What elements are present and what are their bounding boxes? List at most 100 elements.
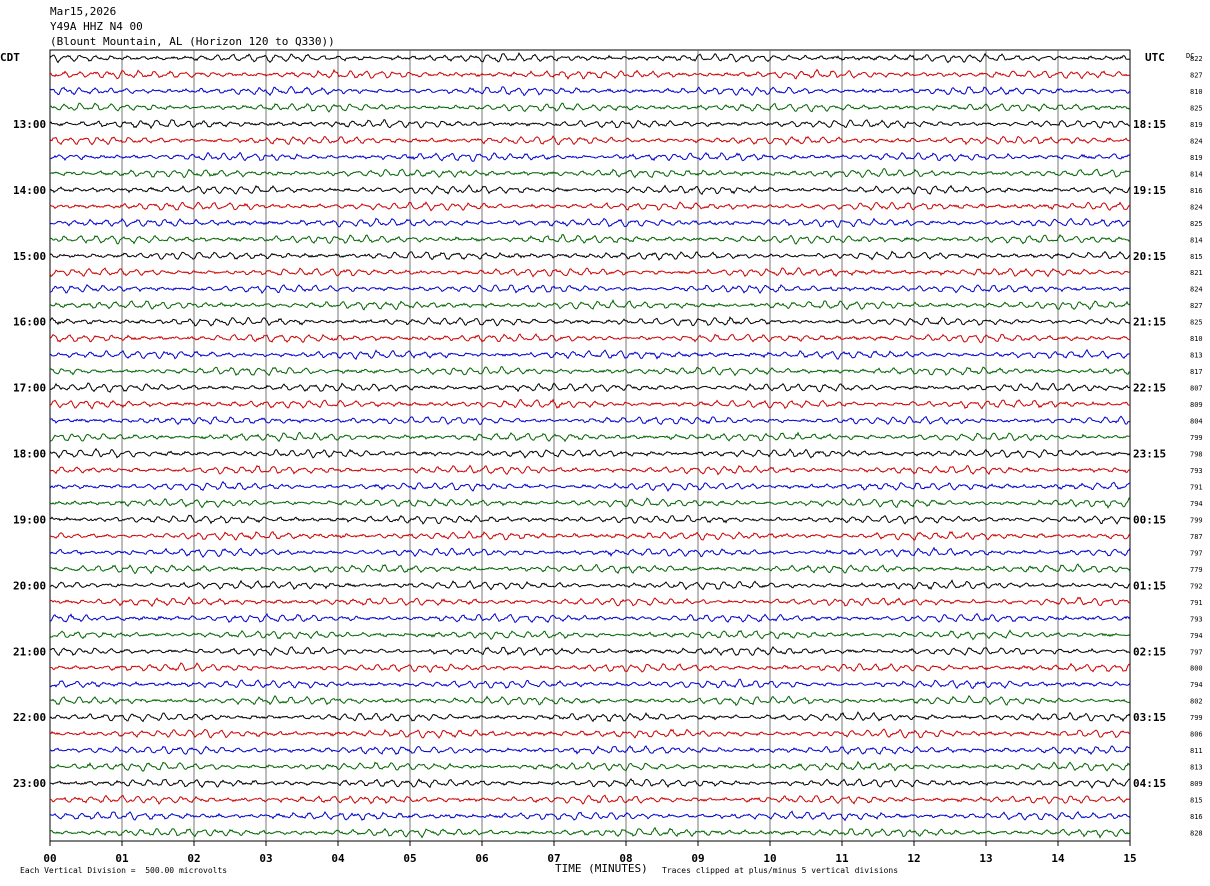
dc-offset-label: 798 [1190,451,1203,459]
cdt-hour-label: 14:00 [13,184,46,197]
dc-offset-label: 822 [1190,55,1203,63]
dc-offset-label: 779 [1190,566,1203,574]
trace-row [49,497,1131,509]
cdt-hour-label: 20:00 [13,579,46,592]
trace-row [49,250,1131,261]
cdt-hour-label: 21:00 [13,645,46,658]
trace-row [50,415,1131,426]
trace-row [50,728,1131,739]
trace-row [50,299,1131,311]
dc-header-label: DC [1186,52,1194,60]
dc-offset-label: 797 [1190,549,1203,557]
x-tick-label: 10 [763,852,776,865]
x-tick-label: 05 [403,852,416,865]
trace-row [49,283,1131,295]
trace-row [49,711,1131,723]
trace-row [49,267,1131,278]
trace-row [49,366,1131,377]
cdt-hour-label: 23:00 [13,777,46,790]
cdt-hour-labels: 13:00 14:00 15:00 16:00 17:00 18:00 19:00 20:00… [13,118,46,790]
dc-offset-label: 794 [1190,632,1203,640]
utc-hour-label: 02:15 [1133,645,1166,658]
dc-offset-label: 794 [1190,500,1203,508]
utc-hour-label: 19:15 [1133,184,1166,197]
x-tick-label: 08 [619,852,632,865]
scale-note: Each Vertical Division = 500.00 microvol… [20,866,228,875]
trace-row [49,316,1131,327]
dc-offset-label: 816 [1190,187,1203,195]
x-tick-label: 12 [907,852,920,865]
trace-row [49,233,1131,245]
x-tick-label: 14 [1051,852,1065,865]
x-tick-label: 07 [547,852,560,865]
dc-offset-label: 813 [1190,764,1203,772]
trace-row [49,645,1131,657]
trace-row [49,579,1131,591]
x-tick-label: 11 [835,852,849,865]
trace-row [49,398,1131,410]
dc-offset-label: 814 [1190,236,1203,244]
x-tick-label: 06 [475,852,489,865]
trace-row [49,85,1131,97]
grid-lines [49,49,1131,842]
cdt-hour-label: 13:00 [13,118,46,131]
dc-offset-label: 809 [1190,780,1203,788]
trace-row [49,135,1131,146]
trace-row [49,514,1131,525]
trace-row [49,662,1131,673]
dc-offset-label: 792 [1190,582,1203,590]
trace-row [49,102,1131,113]
trace-row [49,333,1131,344]
utc-hour-label: 03:15 [1133,711,1166,724]
dc-offset-label: 814 [1190,170,1203,178]
dc-offset-label: 811 [1190,747,1203,755]
dc-offset-label: 797 [1190,648,1203,656]
x-tick-label: 02 [187,852,200,865]
cdt-hour-label: 17:00 [13,382,46,395]
trace-row [49,794,1131,806]
dc-offset-label: 804 [1190,418,1203,426]
x-tick-label: 03 [259,852,272,865]
trace-row [49,612,1131,624]
trace-row [49,201,1131,212]
dc-offset-label: 816 [1190,813,1203,821]
trace-row [49,563,1131,575]
dc-offset-label: 815 [1190,797,1203,805]
utc-hour-label: 23:15 [1133,448,1166,461]
clip-note: Traces clipped at plus/minus 5 vertical … [662,866,899,875]
dc-offset-label: 809 [1190,401,1203,409]
trace-row [49,382,1131,394]
dc-offset-label: 799 [1190,714,1203,722]
dc-offset-label: 807 [1190,385,1203,393]
cdt-hour-label: 18:00 [13,448,46,461]
utc-hour-label: 01:15 [1133,579,1166,592]
dc-offset-label: 828 [1190,830,1203,838]
dc-offset-label: 791 [1190,483,1203,491]
utc-hour-label: 04:15 [1133,777,1166,790]
dc-offset-label: 793 [1190,615,1203,623]
dc-offset-label: 817 [1190,368,1203,376]
dc-offset-label: 791 [1190,599,1203,607]
trace-row [49,167,1131,179]
x-tick-label: 04 [331,852,345,865]
plot-frame [49,49,1131,842]
cdt-hour-label: 19:00 [13,513,46,526]
dc-offset-label: 800 [1190,665,1203,673]
dc-offset-label: 825 [1190,104,1203,112]
trace-row [49,52,1131,64]
trace-row [49,151,1131,162]
trace-row [49,464,1131,476]
trace-row [49,480,1131,492]
cdt-hour-label: 16:00 [13,316,46,329]
dc-offset-label: 827 [1190,71,1203,79]
trace-row [49,596,1131,608]
dc-offset-label: 825 [1190,220,1203,228]
trace-row [49,745,1131,756]
header-station: (Blount Mountain, AL (Horizon 120 to Q33… [50,35,335,48]
trace-row [49,777,1131,789]
trace-row [49,217,1131,228]
trace-row [49,760,1131,772]
trace-row [49,810,1131,822]
trace-row [49,678,1131,690]
dc-offset-label: 824 [1190,203,1203,211]
